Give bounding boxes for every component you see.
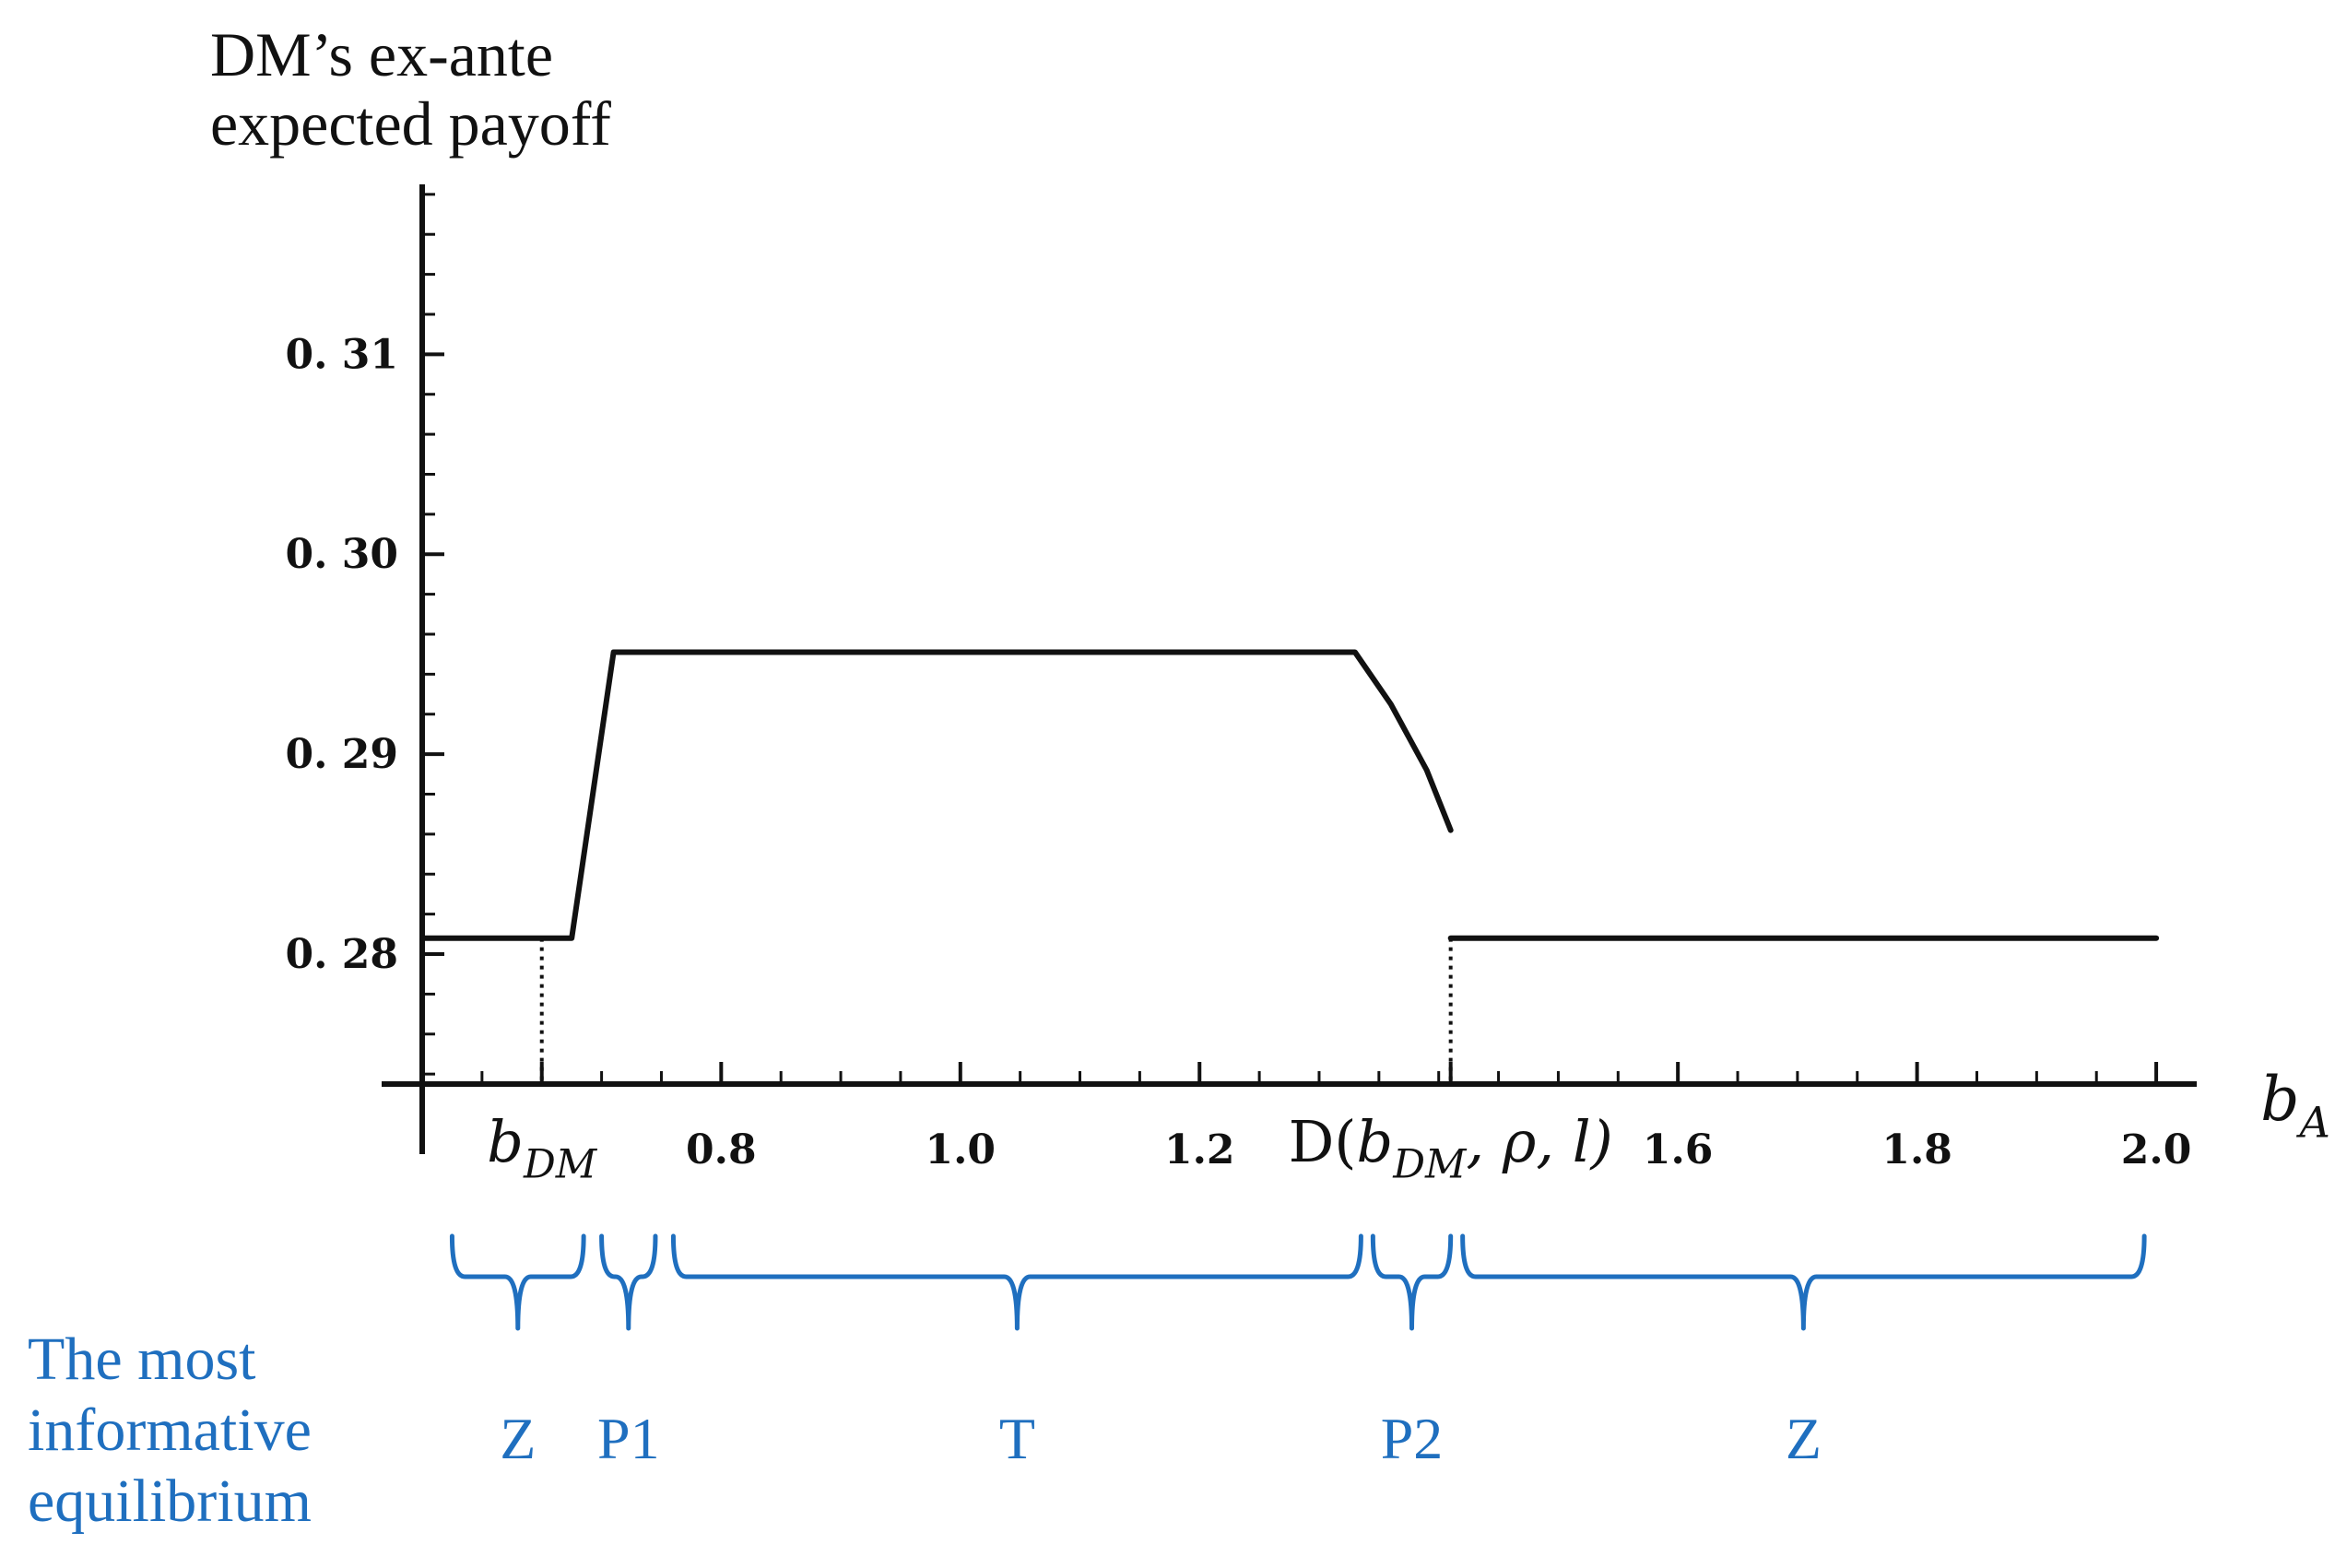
- x-axis-title: bA: [2260, 1064, 2330, 1147]
- caption-line-3: equilibrium: [28, 1468, 312, 1535]
- x-tick-label: 1.2: [1164, 1126, 1235, 1173]
- x-tick-label: 2.0: [2121, 1126, 2192, 1173]
- region-label: T: [999, 1406, 1035, 1471]
- y-tick-label: 0. 29: [286, 731, 398, 778]
- y-axis-title-line-1: DM’s ex-ante: [210, 19, 553, 89]
- region-brace: [1370, 1233, 1454, 1331]
- equilibrium-regions: Z P1 T P2 Z: [449, 1233, 2147, 1471]
- y-axis-title-line-2: expected payoff: [210, 88, 611, 159]
- y-tick-label: 0. 31: [286, 331, 398, 378]
- caption-line-2: informative: [28, 1397, 312, 1464]
- region-brace: [670, 1233, 1363, 1331]
- caption-line-1: The most: [28, 1326, 255, 1393]
- x-tick-label: 1.8: [1881, 1126, 1952, 1173]
- region-brace: [599, 1233, 658, 1331]
- x-tick-label: 0.8: [686, 1126, 757, 1173]
- region-label: P2: [1381, 1406, 1444, 1471]
- payoff-series-line: [419, 649, 1454, 941]
- region-label: Z: [500, 1406, 536, 1471]
- region-brace: [449, 1233, 586, 1331]
- y-tick-label: 0. 30: [286, 531, 398, 578]
- plot-area: 0. 28 0. 29 0. 30 0. 31 bDM 0.8 1.0 1.2 D(bDM, ρ…: [286, 184, 2330, 1187]
- x-tick-label: D(bDM, ρ, l): [1289, 1108, 1613, 1187]
- region-label: Z: [1786, 1406, 1822, 1471]
- region-brace: [1460, 1233, 2147, 1331]
- region-label: P1: [597, 1406, 660, 1471]
- x-tick-label: 1.6: [1643, 1126, 1714, 1173]
- x-tick-label: 1.0: [926, 1126, 997, 1173]
- x-tick-label: bDM: [487, 1108, 597, 1187]
- y-tick-label: 0. 28: [286, 931, 398, 978]
